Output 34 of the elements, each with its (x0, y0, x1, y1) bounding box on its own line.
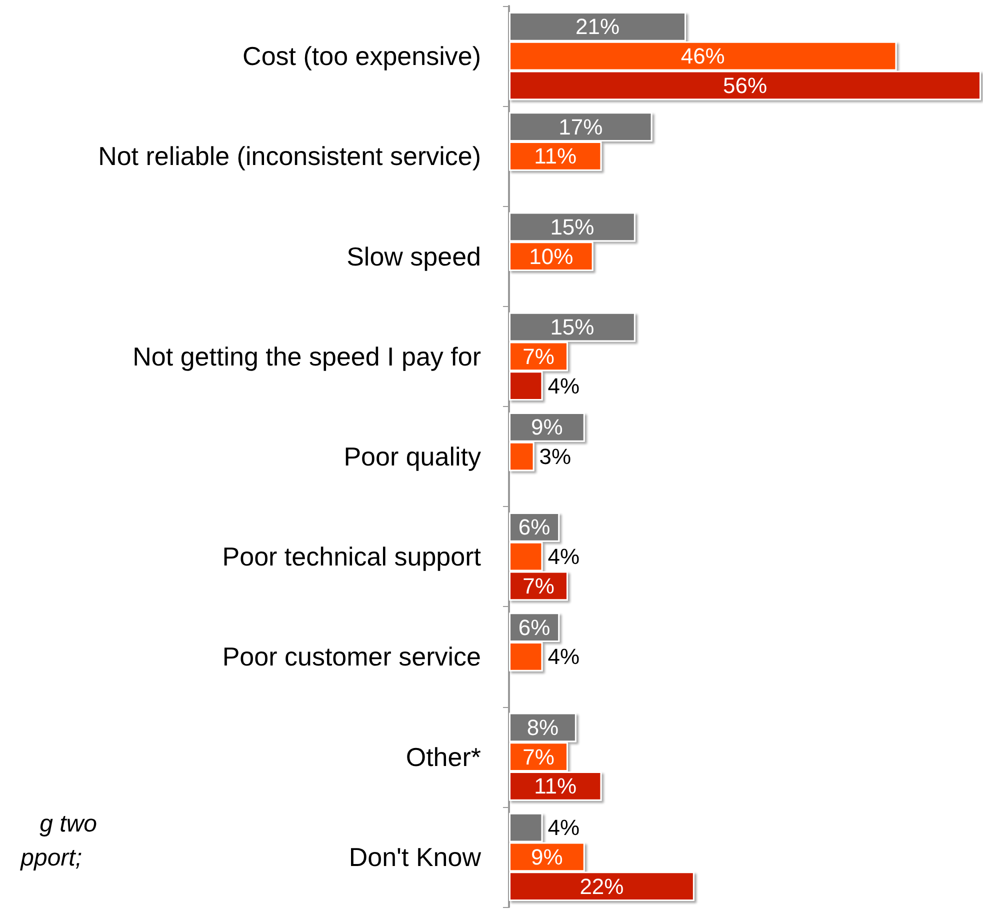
data-label: 9% (531, 414, 563, 440)
y-tick-label: Poor customer service (222, 642, 481, 672)
data-label: 22% (580, 874, 624, 899)
y-tick-label: Cost (too expensive) (242, 41, 481, 72)
y-tick-label: Slow speed (346, 241, 481, 272)
data-label: 6% (518, 514, 550, 540)
data-label: 15% (550, 214, 594, 240)
data-label: 46% (680, 44, 725, 69)
data-label: 4% (548, 544, 580, 570)
y-tick-label: Not reliable (inconsistent service) (98, 141, 481, 172)
data-label: 3% (539, 444, 572, 469)
y-tick-label: Poor technical support (222, 542, 482, 572)
y-tick-label: Not getting the speed I pay for (132, 341, 482, 372)
data-label: 11% (534, 144, 577, 169)
y-tick-label: Don't Know (348, 842, 482, 872)
y-tick-label: Other* (406, 742, 481, 772)
data-label: 10% (529, 244, 574, 269)
data-label: 15% (550, 314, 594, 340)
data-label: 7% (522, 573, 554, 598)
data-label: 7% (522, 744, 554, 770)
data-label: 4% (548, 373, 580, 398)
data-label: 21% (575, 14, 620, 40)
data-label: 56% (722, 72, 768, 98)
data-label: 17% (558, 114, 603, 140)
data-label: 7% (522, 344, 554, 369)
data-label: 6% (518, 614, 550, 640)
text: pport; (20, 844, 82, 872)
data-label: 11% (534, 774, 577, 799)
data-label: 4% (548, 644, 580, 670)
data-label: 4% (548, 815, 580, 840)
y-tick-label: Poor quality (344, 442, 481, 472)
data-label: 9% (531, 844, 563, 870)
data-label: 8% (526, 714, 559, 740)
text: g two (40, 810, 98, 838)
